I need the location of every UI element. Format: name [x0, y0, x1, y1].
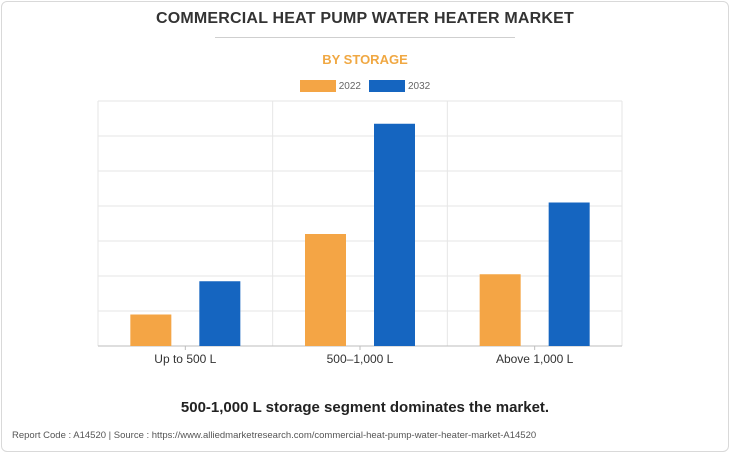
legend-item-2022[interactable]: 2022 [299, 80, 361, 92]
legend-label-2022: 2022 [338, 80, 361, 92]
legend-item-2032[interactable]: 2032 [369, 80, 430, 92]
x-tick-label-2: Above 1,000 L [496, 352, 574, 366]
chart-legend: 2022 2032 [0, 80, 730, 92]
legend-swatch-2022 [299, 80, 336, 92]
bar-2022-0 [130, 314, 172, 346]
x-tick-label-0: Up to 500 L [154, 352, 216, 366]
title-divider [215, 37, 515, 38]
legend-swatch-2032 [369, 80, 405, 92]
bar-2032-2 [548, 202, 590, 346]
legend-label-2032: 2032 [408, 80, 431, 92]
x-tick-label-1: 500–1,000 L [327, 352, 394, 366]
report-footer: Report Code : A14520 | Source : https://… [12, 430, 537, 441]
bar-2032-1 [374, 123, 415, 346]
chart-title: COMMERCIAL HEAT PUMP WATER HEATER MARKET [155, 10, 575, 27]
chart-subtitle: BY STORAGE [322, 52, 408, 67]
bar-2032-0 [199, 281, 241, 346]
bar-2022-1 [305, 234, 346, 346]
bar-2022-2 [479, 274, 521, 346]
headline-text: 500-1,000 L storage segment dominates th… [180, 399, 550, 416]
